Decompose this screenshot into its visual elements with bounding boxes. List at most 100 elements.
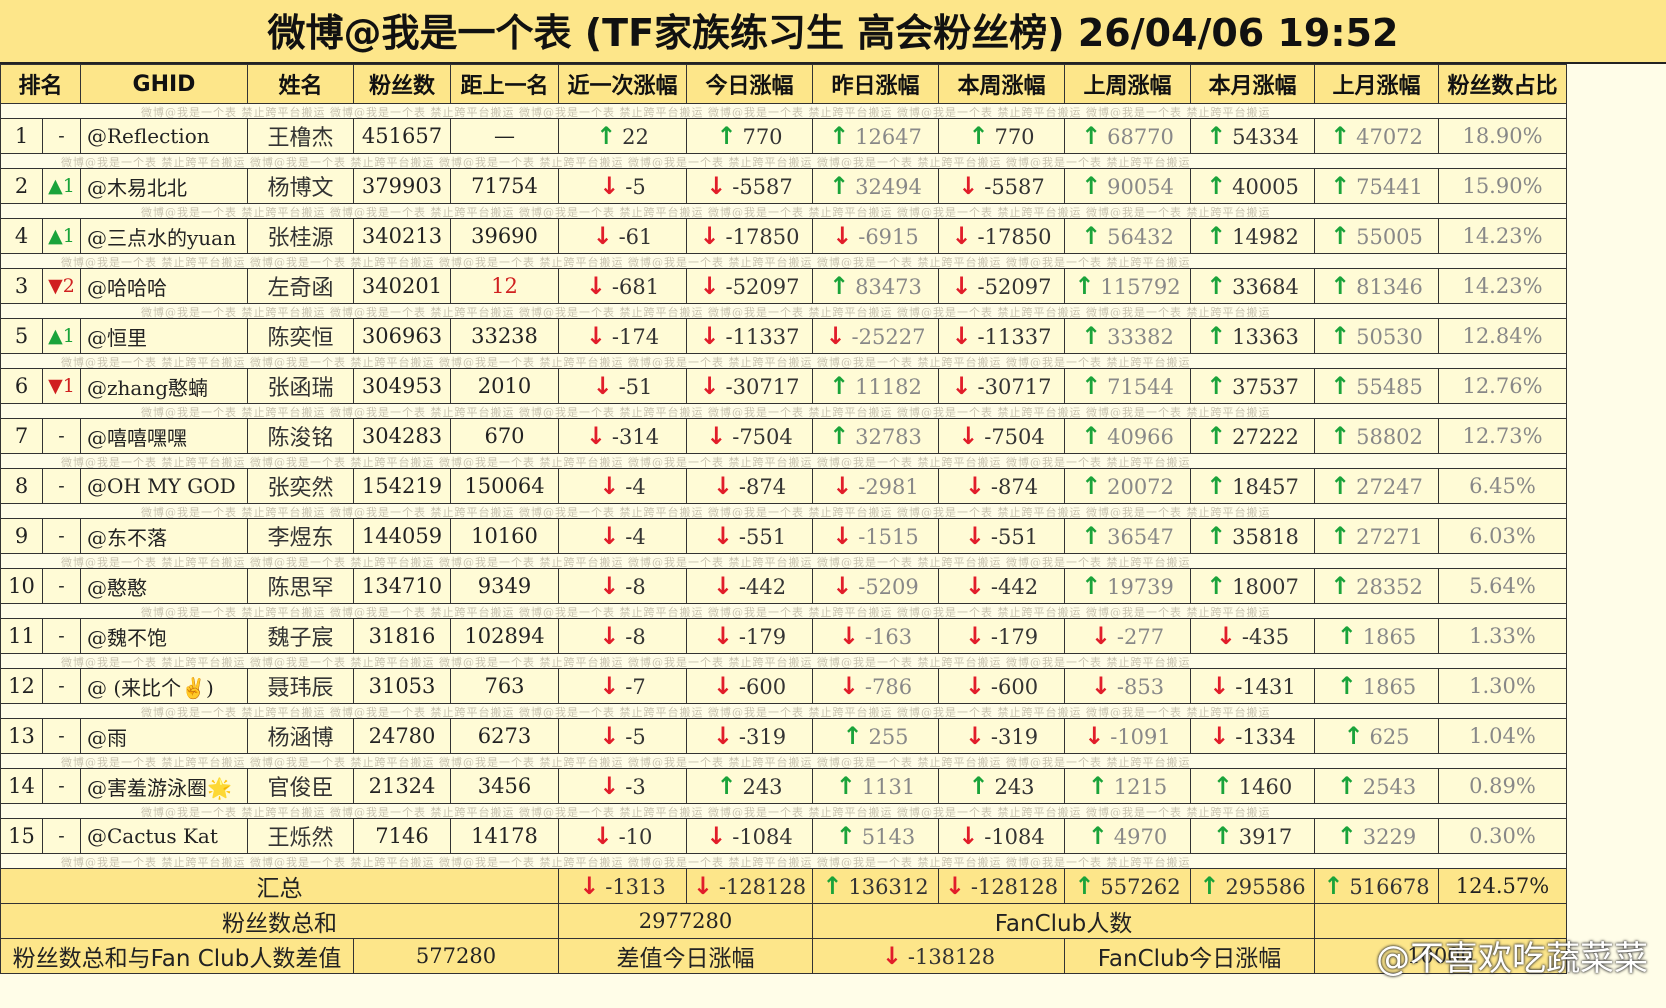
ghid: @憨憨 <box>80 568 248 604</box>
arrow-down-icon: ↓ <box>825 322 846 350</box>
arrow-up-icon: ↑ <box>835 772 856 800</box>
recent-change-value: -7 <box>625 675 646 699</box>
watermark-row: 微博@我是一个表 禁止跨平台搬运 微博@我是一个表 禁止跨平台搬运 微博@我是一… <box>0 153 1567 169</box>
summary-last-month: ↑ 516678 <box>1314 868 1439 904</box>
recent-change-value: -5 <box>625 725 646 749</box>
ranking-table-wrapper: 排名 GHID 姓名 粉丝数 距上一名 近一次涨幅 今日涨幅 昨日涨幅 本周涨幅 上周涨幅 本月涨幅… <box>0 64 1567 974</box>
watermark-text: 微博@我是一个表 禁止跨平台搬运 微博@我是一个表 禁止跨平台搬运 微博@我是一… <box>61 356 1191 369</box>
today-change: ↑ 243 <box>686 768 813 804</box>
gap-to-previous: 2010 <box>450 368 559 404</box>
last-month-change-value: 55005 <box>1356 225 1423 249</box>
fans-count: 31816 <box>353 618 451 654</box>
yesterday-change: ↑ 32494 <box>812 168 939 204</box>
arrow-up-icon: ↑ <box>1330 322 1351 350</box>
credit-watermark: @不喜欢吃蔬菜菜 <box>1376 939 1648 979</box>
week-change: ↓ -442 <box>938 568 1065 604</box>
arrow-down-icon: ↓ <box>964 622 986 650</box>
arrow-up-icon: ↑ <box>835 822 856 850</box>
summary-recent-value: -1313 <box>605 875 666 899</box>
recent-change-value: -5 <box>625 175 646 199</box>
arrow-down-icon: ↓ <box>599 772 620 800</box>
recent-change: ↓ -3 <box>558 768 687 804</box>
member-name: 左奇函 <box>247 268 354 304</box>
fans-share: 12.84% <box>1438 318 1567 354</box>
arrow-up-icon: ↑ <box>1199 872 1220 900</box>
rank: 8 <box>0 468 43 504</box>
summary-month-value: 295586 <box>1225 875 1306 899</box>
arrow-down-icon: ↓ <box>832 522 853 550</box>
arrow-down-icon: ↓ <box>958 422 979 450</box>
yesterday-change: ↑ 12647 <box>812 118 939 154</box>
arrow-up-icon: ↑ <box>1336 822 1357 850</box>
recent-change: ↓ -61 <box>558 218 687 254</box>
watermark-cell: 微博@我是一个表 禁止跨平台搬运 微博@我是一个表 禁止跨平台搬运 微博@我是一… <box>0 153 1567 169</box>
yesterday-change-value: 32494 <box>855 175 922 199</box>
fans-count: 7146 <box>353 818 451 854</box>
yesterday-change-value: -5209 <box>858 575 919 599</box>
recent-change-value: -8 <box>625 625 646 649</box>
arrow-up-icon: ↑ <box>968 122 989 150</box>
fans-share: 18.90% <box>1438 118 1567 154</box>
month-change-value: 27222 <box>1232 425 1299 449</box>
arrow-down-icon: ↓ <box>881 942 902 970</box>
today-change-value: -52097 <box>725 275 800 299</box>
table-row: 8- @OH MY GOD 张奕然 154219 150064 ↓ -4 ↓ -874 ↓ -298… <box>0 468 1567 504</box>
watermark-row: 微博@我是一个表 禁止跨平台搬运 微博@我是一个表 禁止跨平台搬运 微博@我是一… <box>0 353 1567 369</box>
watermark-row: 微博@我是一个表 禁止跨平台搬运 微博@我是一个表 禁止跨平台搬运 微博@我是一… <box>0 803 1567 819</box>
fans-share: 14.23% <box>1438 268 1567 304</box>
last-week-change-value: 1215 <box>1113 775 1168 799</box>
month-change: ↓ -1334 <box>1190 718 1315 754</box>
arrow-up-icon: ↑ <box>822 872 843 900</box>
summary-yesterday: ↑ 136312 <box>812 868 939 904</box>
month-change-value: 33684 <box>1232 275 1299 299</box>
watermark-row: 微博@我是一个表 禁止跨平台搬运 微博@我是一个表 禁止跨平台搬运 微博@我是一… <box>0 303 1567 319</box>
arrow-up-icon: ↑ <box>1074 272 1095 300</box>
yesterday-change-value: 83473 <box>855 275 922 299</box>
yesterday-change: ↓ -786 <box>812 668 939 704</box>
week-change-value: -319 <box>990 725 1039 749</box>
arrow-down-icon: ↓ <box>832 472 853 500</box>
last-month-change: ↑ 81346 <box>1314 268 1439 304</box>
last-week-change: ↑ 4970 <box>1064 818 1191 854</box>
arrow-down-icon: ↓ <box>706 822 727 850</box>
recent-change: ↓ -8 <box>558 568 687 604</box>
watermark-cell: 微博@我是一个表 禁止跨平台搬运 微博@我是一个表 禁止跨平台搬运 微博@我是一… <box>0 303 1567 319</box>
summary-last-week-value: 557262 <box>1100 875 1181 899</box>
arrow-up-icon: ↑ <box>1330 572 1351 600</box>
member-name: 陈奕恒 <box>247 318 354 354</box>
ranking-table: 排名 GHID 姓名 粉丝数 距上一名 近一次涨幅 今日涨幅 昨日涨幅 本周涨幅 上周涨幅 本月涨幅… <box>0 64 1567 974</box>
recent-change-value: -681 <box>611 275 660 299</box>
page-title: 微博@我是一个表 (TF家族练习生 高会粉丝榜) 26/04/06 19:52 <box>0 0 1666 64</box>
watermark-cell: 微博@我是一个表 禁止跨平台搬运 微博@我是一个表 禁止跨平台搬运 微博@我是一… <box>0 503 1567 519</box>
yesterday-change-value: 32783 <box>855 425 922 449</box>
arrow-down-icon: ↓ <box>1090 622 1112 650</box>
last-month-change-value: 58802 <box>1356 425 1423 449</box>
summary-row: 汇总 ↓ -1313 ↓ -128128 ↑ 136312 ↓ -128128 ↑ 557262 ↑ 2… <box>0 868 1567 904</box>
watermark-cell: 微博@我是一个表 禁止跨平台搬运 微博@我是一个表 禁止跨平台搬运 微博@我是一… <box>0 253 1567 269</box>
last-week-change-value: 33382 <box>1107 325 1174 349</box>
last-week-change: ↑ 115792 <box>1064 268 1191 304</box>
yesterday-change: ↓ -6915 <box>812 218 939 254</box>
arrow-down-icon: ↓ <box>579 872 600 900</box>
last-week-change: ↑ 71544 <box>1064 368 1191 404</box>
gap-to-previous: 9349 <box>450 568 559 604</box>
arrow-up-icon: ↑ <box>1206 522 1227 550</box>
summary-share: 124.57% <box>1438 868 1567 904</box>
week-change: ↓ -7504 <box>938 418 1065 454</box>
difference-value: 577280 <box>353 938 559 974</box>
month-change-value: 13363 <box>1232 325 1299 349</box>
fans-share: 12.76% <box>1438 368 1567 404</box>
watermark-row: 微博@我是一个表 禁止跨平台搬运 微博@我是一个表 禁止跨平台搬运 微博@我是一… <box>0 553 1567 569</box>
week-change-value: -11337 <box>977 325 1052 349</box>
fans-share: 1.33% <box>1438 618 1567 654</box>
column-header: 近一次涨幅 <box>558 64 687 104</box>
arrow-down-icon: ↓ <box>951 222 972 250</box>
last-month-change: ↑ 55005 <box>1314 218 1439 254</box>
arrow-down-icon: ↓ <box>838 672 860 700</box>
rank-change: - <box>42 718 81 754</box>
arrow-up-icon: ↑ <box>716 122 737 150</box>
arrow-down-icon: ↓ <box>585 322 607 350</box>
member-name: 王烁然 <box>247 818 354 854</box>
gap-to-previous: — <box>450 118 559 154</box>
member-name: 张奕然 <box>247 468 354 504</box>
